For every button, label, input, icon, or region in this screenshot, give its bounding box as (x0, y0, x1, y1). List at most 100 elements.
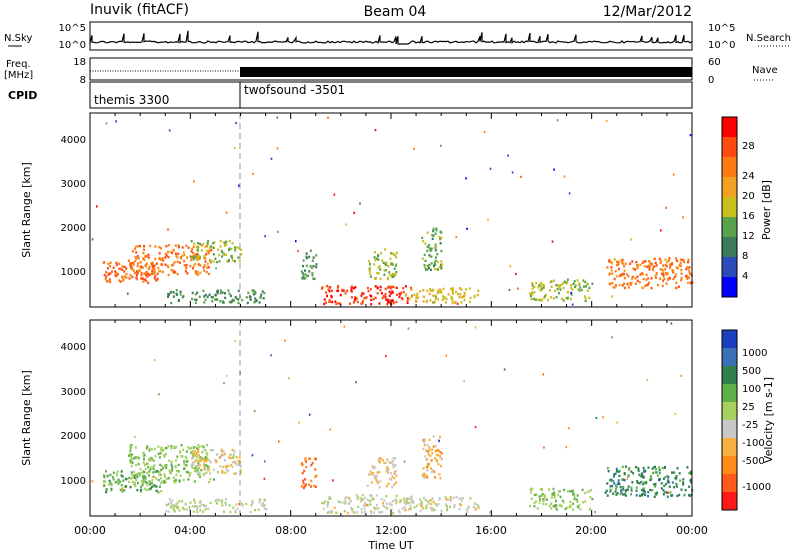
range-cell (159, 463, 162, 467)
range-cell (605, 489, 608, 493)
range-cell (218, 260, 221, 263)
range-cell (310, 266, 313, 269)
range-cell (329, 428, 332, 431)
range-cell (428, 247, 431, 250)
range-cell (225, 253, 228, 256)
range-cell (212, 295, 215, 299)
range-cell (129, 449, 132, 452)
range-cell (180, 256, 182, 259)
range-cell (361, 498, 364, 501)
power-y-tick-3000: 3000 (61, 179, 86, 190)
range-cell (160, 447, 163, 450)
range-cell (109, 272, 112, 275)
range-cell (229, 453, 232, 456)
range-cell (628, 467, 631, 470)
range-cell (204, 457, 207, 460)
range-cell (107, 262, 110, 266)
range-cell (201, 451, 204, 454)
range-cell (226, 260, 229, 263)
range-cell (163, 454, 166, 457)
range-cell (552, 297, 555, 300)
range-cell (450, 295, 453, 299)
range-cell (182, 506, 184, 510)
range-cell (567, 490, 569, 493)
range-cell (630, 281, 633, 285)
range-cell (129, 446, 132, 449)
range-cell (653, 257, 656, 261)
range-cell (377, 253, 380, 257)
range-cell (333, 506, 336, 509)
range-cell (661, 272, 663, 275)
range-cell (265, 507, 268, 511)
range-cell (405, 500, 408, 503)
range-cell (438, 265, 441, 269)
range-cell (357, 505, 360, 509)
range-cell (395, 270, 398, 274)
range-cell (637, 264, 640, 267)
range-cell (234, 249, 237, 252)
range-cell (372, 497, 375, 501)
range-cell (369, 503, 372, 506)
range-cell (176, 293, 178, 296)
range-cell (450, 499, 452, 502)
range-cell (330, 295, 333, 299)
range-cell (180, 444, 183, 447)
range-cell (654, 274, 657, 278)
velocity-cbar-tick-500: 500 (742, 366, 761, 377)
range-cell (426, 231, 429, 234)
range-cell (163, 455, 166, 458)
range-cell (617, 470, 620, 473)
range-cell (689, 281, 692, 285)
range-cell (123, 265, 126, 269)
range-cell (183, 467, 185, 470)
range-cell (422, 467, 425, 470)
range-cell (463, 380, 465, 383)
range-cell (541, 488, 543, 491)
colorbar-swatch (722, 330, 737, 349)
range-cell (157, 452, 160, 455)
range-cell (372, 467, 375, 470)
range-cell (381, 296, 384, 300)
range-cell (344, 500, 347, 503)
range-cell (430, 470, 433, 474)
range-cell (176, 506, 178, 509)
range-cell (434, 294, 437, 297)
range-cell (182, 448, 185, 451)
range-cell (196, 252, 198, 256)
range-cell (426, 289, 429, 293)
range-cell (440, 267, 443, 270)
range-cell (206, 295, 209, 298)
range-cell (170, 447, 173, 450)
range-cell (342, 289, 345, 292)
range-cell (611, 281, 614, 285)
range-cell (179, 290, 182, 293)
range-cell (503, 368, 506, 371)
range-cell (560, 283, 562, 287)
range-cell (245, 502, 248, 506)
range-cell (424, 242, 427, 245)
range-cell (361, 511, 363, 514)
range-cell (373, 474, 376, 477)
range-cell (195, 455, 198, 459)
range-cell (388, 301, 391, 304)
range-cell (549, 281, 552, 284)
range-cell (662, 272, 665, 276)
range-cell (161, 449, 164, 452)
range-cell (276, 116, 279, 119)
range-cell (122, 277, 125, 280)
range-cell (196, 508, 198, 511)
range-cell (197, 472, 200, 476)
range-cell (161, 480, 164, 483)
range-cell (631, 481, 634, 484)
range-cell (627, 286, 630, 289)
range-cell (151, 261, 154, 264)
range-cell (623, 282, 625, 285)
range-cell (165, 254, 168, 257)
range-cell (573, 495, 576, 498)
range-cell (231, 448, 234, 452)
range-cell (221, 291, 224, 294)
range-cell (201, 457, 204, 460)
range-cell (183, 264, 186, 267)
range-cell (664, 476, 667, 479)
range-cell (314, 457, 317, 461)
